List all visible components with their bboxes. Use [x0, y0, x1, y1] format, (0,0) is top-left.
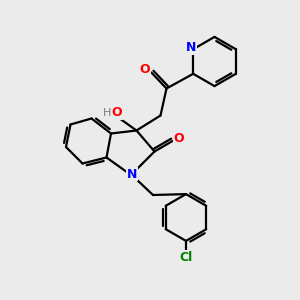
Text: N: N	[127, 167, 137, 181]
Text: H: H	[103, 107, 111, 118]
Text: O: O	[111, 106, 122, 119]
Text: O: O	[174, 132, 184, 145]
Text: O: O	[140, 63, 150, 76]
Text: Cl: Cl	[179, 251, 193, 264]
Text: N: N	[186, 41, 196, 54]
